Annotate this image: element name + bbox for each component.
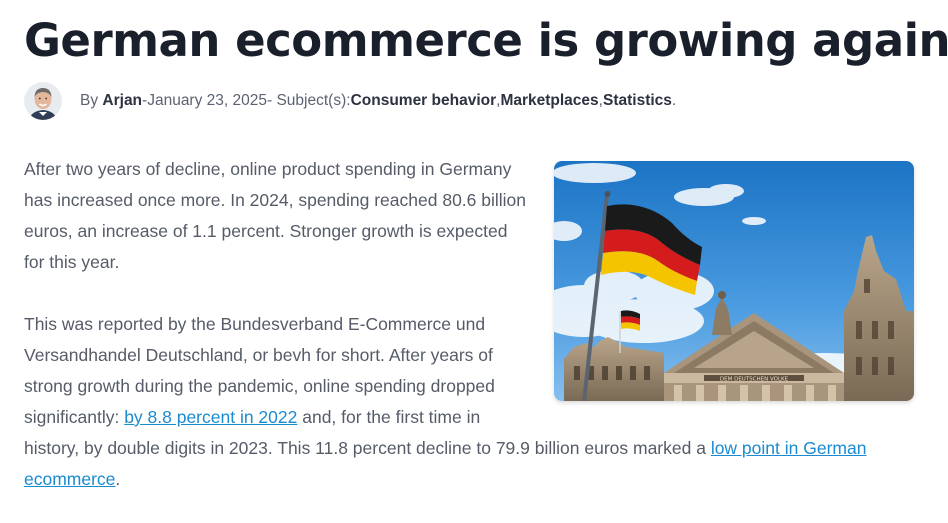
post-meta: By Arjan - January 23, 2025 - Subject(s)… — [24, 81, 676, 121]
paragraph-1: After two years of decline, online produ… — [24, 159, 527, 272]
subject-prefix: - Subject(s): — [267, 92, 351, 109]
subject-link-marketplaces[interactable]: Marketplaces — [500, 92, 599, 109]
paragraph-2-text-b: and, for the first time in history, by d… — [24, 407, 711, 458]
page-title: German ecommerce is growing again — [24, 14, 948, 67]
link-low-point-ecommerce[interactable]: low point in German ecommerce — [24, 438, 867, 489]
article-body: DEM DEUTSCHEN VOLKE — [24, 154, 914, 495]
subject-comma: , — [496, 92, 501, 109]
subject-link-consumer-behavior[interactable]: Consumer behavior — [350, 92, 497, 109]
paragraph-2-text-a: This was reported by the Bundesverband E… — [24, 314, 495, 427]
subject-comma: , — [598, 92, 603, 109]
paragraph-2: This was reported by the Bundesverband E… — [24, 309, 914, 495]
reichstag-flag-photo: DEM DEUTSCHEN VOLKE — [554, 161, 914, 401]
inscription-text: DEM DEUTSCHEN VOLKE — [720, 377, 789, 383]
author-avatar-icon[interactable] — [24, 82, 62, 120]
meta-period: . — [671, 92, 677, 109]
subject-link-statistics[interactable]: Statistics — [602, 92, 672, 109]
meta-separator: - — [142, 92, 148, 109]
paragraph-2-text-c: . — [115, 469, 121, 489]
byline-prefix: By — [80, 92, 99, 109]
author-link[interactable]: Arjan — [102, 92, 143, 109]
post-date: January 23, 2025 — [147, 92, 267, 109]
link-decline-2022[interactable]: by 8.8 percent in 2022 — [124, 407, 298, 427]
